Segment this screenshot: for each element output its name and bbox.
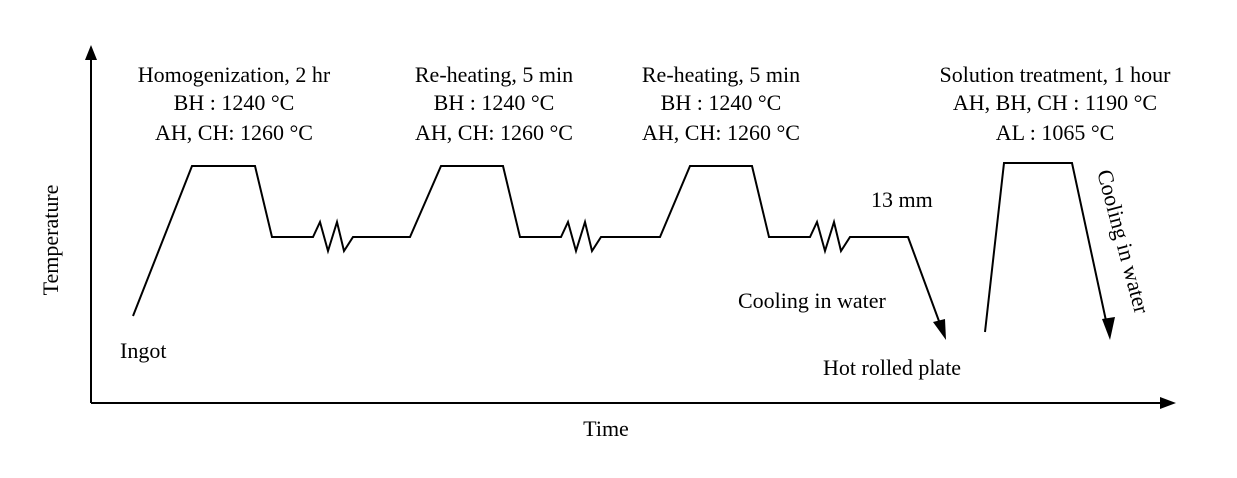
- stage-temp-ah-ch: AH, CH: 1260 °C: [155, 120, 313, 145]
- stage-temp-bh: BH : 1240 °C: [434, 90, 555, 115]
- y-axis-label: Temperature: [38, 185, 63, 296]
- stage-homogenization: Homogenization, 2 hr BH : 1240 °C AH, CH…: [138, 62, 331, 145]
- stage-solution-treatment: Solution treatment, 1 hour AH, BH, CH : …: [940, 62, 1172, 145]
- stage-temp-bh: BH : 1240 °C: [661, 90, 782, 115]
- stage-reheating-1: Re-heating, 5 min BH : 1240 °C AH, CH: 1…: [415, 62, 573, 145]
- x-axis-arrowhead: [1160, 397, 1176, 409]
- stage-title: Re-heating, 5 min: [415, 62, 573, 87]
- x-axis-label: Time: [583, 416, 629, 441]
- stage-title: Re-heating, 5 min: [642, 62, 800, 87]
- hot-rolled-plate-label: Hot rolled plate: [823, 355, 961, 380]
- stage-reheating-2: Re-heating, 5 min BH : 1240 °C AH, CH: 1…: [642, 62, 800, 145]
- solution-quench-label: Cooling in water: [1092, 167, 1155, 317]
- solution-quench-arrowhead: [1102, 317, 1115, 340]
- thickness-label: 13 mm: [871, 187, 933, 212]
- stage-temp-al: AL : 1065 °C: [996, 120, 1115, 145]
- stage-temp-all: AH, BH, CH : 1190 °C: [953, 90, 1157, 115]
- stage-temp-ah-ch: AH, CH: 1260 °C: [642, 120, 800, 145]
- y-axis-arrowhead: [85, 45, 97, 60]
- stage-title: Homogenization, 2 hr: [138, 62, 331, 87]
- plate-quench-label: Cooling in water: [738, 288, 887, 313]
- ingot-label: Ingot: [120, 338, 166, 363]
- plate-quench-arrowhead: [933, 319, 946, 340]
- stage-title: Solution treatment, 1 hour: [940, 62, 1172, 87]
- stage-temp-ah-ch: AH, CH: 1260 °C: [415, 120, 573, 145]
- temperature-profile-line: [132, 165, 944, 333]
- stage-temp-bh: BH : 1240 °C: [174, 90, 295, 115]
- solution-treatment-line: [984, 162, 1109, 333]
